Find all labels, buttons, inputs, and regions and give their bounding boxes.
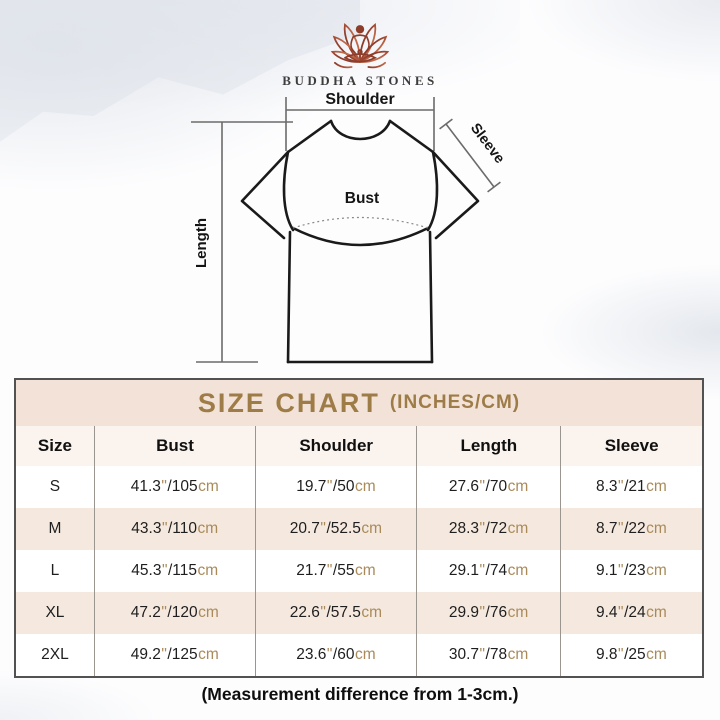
size-chart-title-units: (INCHES/CM) [389, 392, 521, 413]
brand-name: BUDDHA STONES [282, 73, 438, 88]
shoulder-measurement-cell: 20.7 "/52.5 cm [256, 508, 418, 550]
length-measurement-cell: 29.1 "/74 cm [417, 550, 562, 592]
measurement-lines [191, 97, 501, 363]
sleeve-measurement-cell: 8.7 "/22 cm [595, 520, 667, 537]
bust-measurement-cell: 43.3 "/110 cm [95, 508, 257, 550]
sleeve-measurement-cell: 9.1 "/23 cm [595, 562, 667, 579]
table-row: L 45.3 "/115 cm 21.7 "/55 cm 29.1 "/74 cm 9.1 "/23 c… [16, 550, 702, 592]
table-row: M 43.3 "/110 cm 20.7 "/52.5 cm 28.3 "/72 cm 8.7 "/2… [16, 508, 702, 550]
bust-measurement-cell: 49.2 "/125 cm [95, 634, 257, 676]
column-header: Length [417, 426, 562, 466]
size-table-body: S 41.3 "/105 cm 19.7 "/50 cm 27.6 "/70 cm 8.3 "/21 c… [16, 466, 702, 676]
lotus-meditation-icon [330, 23, 390, 69]
column-header: Shoulder [256, 426, 418, 466]
size-cell: L [16, 550, 95, 592]
size-cell: 2XL [16, 634, 95, 676]
bust-measurement-cell: 47.2 "/120 cm [95, 592, 257, 634]
size-chart-title: SIZE CHART [197, 387, 380, 418]
size-chart-table: SIZE CHART (INCHES/CM) Size Bust Shoulder L… [14, 378, 704, 678]
size-cell: M [16, 508, 95, 550]
length-measurement-cell: 29.9 "/76 cm [417, 592, 562, 634]
length-measurement-cell: 30.7 "/78 cm [417, 634, 562, 676]
length-label: Length [193, 218, 210, 268]
measurement-footnote: (Measurement difference from 1-3cm.) [201, 684, 519, 704]
tshirt-outline [240, 119, 480, 364]
table-row: S 41.3 "/105 cm 19.7 "/50 cm 27.6 "/70 cm 8.3 "/21 c… [16, 466, 702, 508]
bust-label: Bust [345, 190, 379, 207]
table-row: XL 47.2 "/120 cm 22.6 "/57.5 cm 29.9 "/76 cm 9.4 " /… [16, 592, 702, 634]
bust-measurement-cell: 45.3 "/115 cm [95, 550, 257, 592]
bust-dotted-line [292, 216, 429, 229]
sleeve-measurement-cell: 9.8 "/25 cm [595, 646, 667, 663]
length-measurement-cell: 28.3 "/72 cm [417, 508, 562, 550]
brand-logo: BUDDHA STONES [0, 10, 720, 89]
tshirt-measurement-diagram: Shoulder Length Bust Sleeve [191, 91, 507, 364]
shoulder-measurement-cell: 22.6 "/57.5 cm [256, 592, 418, 634]
bust-measurement-cell: 41.3 "/105 cm [95, 466, 257, 508]
column-header: Bust [95, 426, 257, 466]
shoulder-measurement-cell: 21.7 "/55 cm [256, 550, 418, 592]
size-cell: S [16, 466, 95, 508]
size-chart-title-bar: SIZE CHART (INCHES/CM) [16, 380, 702, 426]
size-table-header: Size Bust Shoulder Length Sleeve [16, 426, 702, 466]
column-header: Sleeve [604, 436, 659, 455]
size-cell: XL [16, 592, 95, 634]
sleeve-measurement-cell: 9.4 "/24 cm [595, 604, 667, 621]
shoulder-label: Shoulder [325, 91, 394, 108]
shoulder-measurement-cell: 23.6 "/60 cm [256, 634, 418, 676]
shoulder-measurement-cell: 19.7 "/50 cm [256, 466, 418, 508]
column-header: Size [16, 426, 95, 466]
length-measurement-cell: 27.6 "/70 cm [417, 466, 562, 508]
sleeve-measurement-cell: 8.3 "/21 cm [595, 478, 667, 495]
table-row: 2XL 49.2 "/125 cm 23.6 "/60 cm 30.7 "/78 cm 9.8 "/2… [16, 634, 702, 676]
